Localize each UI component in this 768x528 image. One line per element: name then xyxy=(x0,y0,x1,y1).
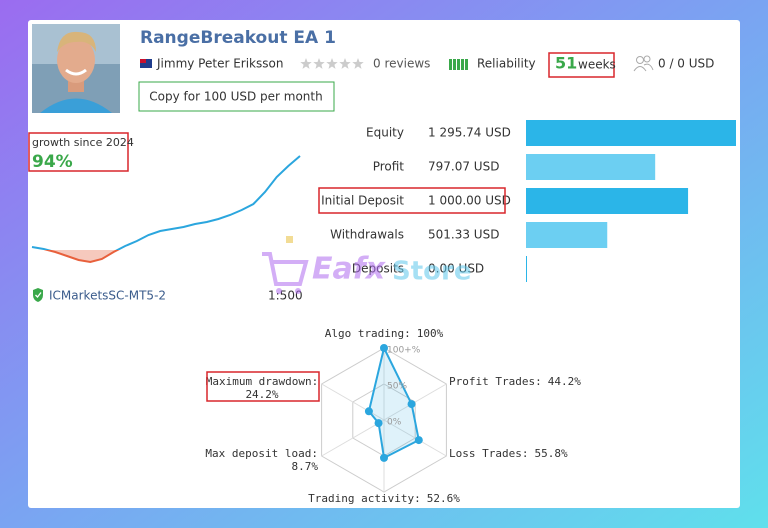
growth-chart xyxy=(31,155,301,264)
stat-value: 797.07 USD xyxy=(428,160,499,174)
stats: Equity 1 295.74 USD Profit 797.07 USD Initia… xyxy=(321,120,736,282)
radar-axis-value: 24.2% xyxy=(245,388,278,401)
radar-axis-name: Algo trading: xyxy=(325,327,411,340)
stat-label: Withdrawals xyxy=(330,228,404,242)
weeks-label: weeks xyxy=(578,58,616,72)
radar-axis-value: 44.2% xyxy=(548,375,581,388)
radar-axis-value: 100% xyxy=(417,327,444,340)
stat-bar xyxy=(526,154,656,180)
broker[interactable]: ICMarketsSC-MT5-2 xyxy=(49,289,166,303)
subscribers-icon xyxy=(633,55,654,72)
highlight-box xyxy=(28,132,129,172)
radar-axis-value: 8.7% xyxy=(292,460,319,473)
weeks-value: 51 xyxy=(555,54,577,73)
stat-label: Profit xyxy=(373,160,405,174)
stat-label: Equity xyxy=(366,126,404,140)
radar-axis-name: Profit Trades: xyxy=(449,375,542,388)
copy-button[interactable] xyxy=(138,81,335,112)
radar-point xyxy=(407,400,416,409)
radar-axis-label: Algo trading: 100% xyxy=(325,327,444,340)
subscribers: 0 / 0 USD xyxy=(658,57,714,71)
radar-axis-value: 52.6% xyxy=(427,492,460,505)
radar-axis-name: Loss Trades: xyxy=(449,447,528,460)
stat-bar xyxy=(526,256,527,282)
radar-spoke xyxy=(383,383,447,421)
radar-point xyxy=(374,419,383,428)
shield-icon xyxy=(33,288,43,302)
stat-bar xyxy=(526,120,736,146)
copy-button-label[interactable]: Copy for 100 USD per month xyxy=(149,90,322,104)
radar-axis-label: Maximum drawdown: 24.2% xyxy=(206,375,319,401)
stat-bar xyxy=(526,222,608,248)
growth-line-negative xyxy=(43,250,120,264)
radar-tick-label: 0% xyxy=(387,418,402,428)
radar-tick-label: 50% xyxy=(387,382,407,392)
radar-chart: 100+% 50% 0% Algo trading: 100% Profit Trades… xyxy=(205,327,581,505)
radar-axis-label: Max deposit load: 8.7% xyxy=(205,447,318,473)
star xyxy=(339,58,351,69)
stat-value: 501.33 USD xyxy=(428,228,499,242)
radar-point xyxy=(364,407,373,416)
radar-spoke xyxy=(321,419,385,457)
stat-value: 1 000.00 USD xyxy=(428,194,511,208)
radar-axis-label: Loss Trades: 55.8% xyxy=(449,447,568,460)
radar-spoke xyxy=(321,383,385,421)
star xyxy=(326,58,338,69)
radar-axis-label: Trading activity: 52.6% xyxy=(308,492,460,505)
author[interactable]: Jimmy Peter Eriksson xyxy=(156,57,283,71)
radar-axis-name: Max deposit load: xyxy=(205,447,318,460)
radar-axis-name: Maximum drawdown: xyxy=(206,375,319,388)
reliability-icon xyxy=(449,59,468,70)
reliability: Reliability xyxy=(477,57,536,71)
growth-label: growth since 2024 xyxy=(32,136,134,149)
star xyxy=(352,58,364,69)
stat-label: Deposits xyxy=(352,262,404,276)
stat-value: 1 295.74 USD xyxy=(428,126,511,140)
radar-point xyxy=(380,453,388,462)
radar-spoke xyxy=(383,419,447,457)
radar-point xyxy=(414,436,423,445)
reviews[interactable]: 0 reviews xyxy=(373,57,430,71)
watermark-brand: Eafx xyxy=(312,252,387,287)
watermark-suffix: Store xyxy=(392,257,471,287)
stat-bar xyxy=(526,188,689,214)
radar-point xyxy=(380,344,388,352)
avatar xyxy=(32,24,120,113)
radar-axis-name: Trading activity: xyxy=(308,492,421,505)
highlight-box xyxy=(318,187,506,214)
highlight-box xyxy=(206,371,320,402)
growth-value: 94% xyxy=(32,152,73,172)
watermark: Eafx Store xyxy=(262,236,471,294)
signal-title: RangeBreakout EA 1 xyxy=(140,28,336,48)
star xyxy=(300,58,312,69)
highlight-box xyxy=(548,52,615,78)
growth-line xyxy=(31,155,301,250)
stat-label: Initial Deposit xyxy=(321,194,404,208)
radar-tick-label: 100+% xyxy=(387,346,421,356)
rating-stars xyxy=(300,58,364,69)
radar-axis-value: 55.8% xyxy=(534,447,567,460)
flag xyxy=(140,59,152,68)
stat-value: 0.00 USD xyxy=(428,262,484,276)
star xyxy=(313,58,325,69)
radar-axis-label: Profit Trades: 44.2% xyxy=(449,375,581,388)
